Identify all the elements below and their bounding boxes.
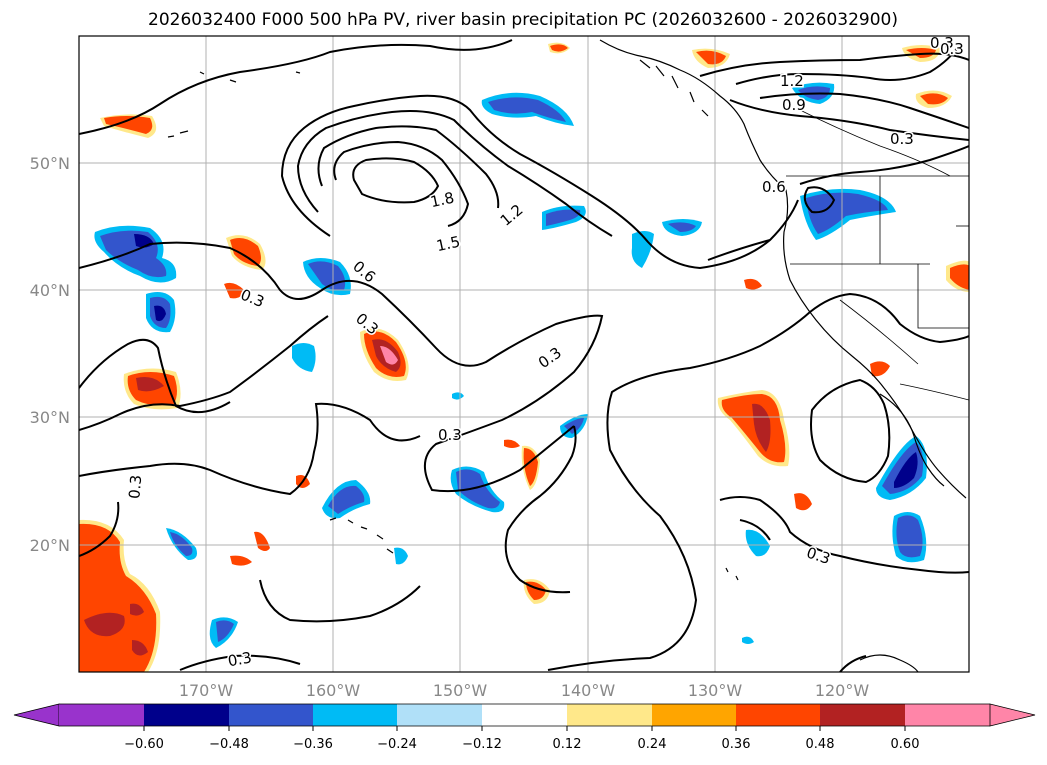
colorbar-bin	[397, 704, 482, 726]
precip-blob	[546, 209, 581, 226]
precip-blob	[132, 640, 148, 656]
precip-blob	[170, 532, 193, 556]
colorbar-label: −0.48	[209, 737, 249, 752]
precip-blob	[744, 278, 762, 290]
precip-blob	[104, 116, 153, 134]
precip-blob	[550, 44, 568, 52]
colorbar: −0.60 −0.48 −0.36 −0.24 −0.12 0.12 0.24 …	[13, 703, 1036, 752]
colorbar-bin	[820, 704, 905, 726]
figure-title: 2026032400 F000 500 hPa PV, river basin …	[148, 10, 898, 30]
contour-label: 0.3	[438, 426, 462, 444]
precip-blob	[230, 238, 261, 266]
precip-blob	[504, 439, 520, 448]
precip-blob	[230, 555, 252, 566]
colorbar-extend-min	[13, 703, 60, 727]
lat-label: 30°N	[30, 408, 70, 427]
precip-blob	[394, 547, 408, 565]
colorbar-label: 0.60	[891, 737, 920, 752]
precip-blob	[668, 222, 696, 232]
contour-label: 0.3	[890, 130, 914, 148]
precip-blob	[631, 231, 654, 268]
precip-blob	[742, 636, 754, 644]
lon-label: 140°W	[561, 681, 616, 700]
precip-blob	[920, 93, 948, 105]
colorbar-ticks	[143, 726, 906, 731]
lat-label: 40°N	[30, 281, 70, 300]
colorbar-bin	[144, 704, 229, 726]
precip-blob	[950, 264, 969, 290]
precip-blob	[794, 493, 812, 511]
precip-blob	[721, 394, 786, 463]
precip-blob	[870, 361, 890, 377]
lat-labels: 50°N 40°N 30°N 20°N	[30, 154, 70, 555]
precip-blob	[380, 346, 398, 365]
lon-label: 130°W	[688, 681, 743, 700]
precip-blob	[894, 452, 918, 488]
colorbar-label: 0.36	[722, 737, 751, 752]
precip-blob	[806, 192, 888, 234]
precip-negative	[94, 82, 927, 648]
pv-contours	[79, 39, 969, 672]
precip-blob	[328, 485, 365, 514]
precip-blob	[752, 403, 771, 452]
colorbar-label: −0.60	[124, 737, 164, 752]
contour-label: 0.6	[762, 178, 786, 196]
precip-blob	[696, 50, 726, 65]
precip-blob	[292, 343, 316, 372]
precip-blob	[896, 515, 923, 558]
colorbar-label: 0.12	[553, 737, 582, 752]
colorbar-label: 0.48	[806, 737, 835, 752]
lon-label: 160°W	[306, 681, 361, 700]
contour-label: 0.3	[125, 474, 145, 499]
colorbar-bin	[905, 704, 990, 726]
lat-label: 20°N	[30, 536, 70, 555]
contour-label: 0.3	[930, 34, 954, 52]
map-panel: 0.3 0.3 0.3 0.3 0.3 0.3 0.3 0.3 0.6 0.6 …	[78, 34, 970, 673]
lon-labels: 170°W 160°W 150°W 140°W 130°W 120°W	[179, 681, 870, 700]
precip-blob	[224, 282, 244, 299]
contour-label: 0.3	[940, 40, 964, 58]
colorbar-bin	[736, 704, 820, 726]
contour-label: 0.3	[226, 648, 253, 670]
precip-blob	[130, 603, 144, 616]
colorbar-extend-max	[989, 703, 1036, 727]
precip-blob	[136, 377, 164, 392]
map-frame	[78, 35, 970, 673]
precip-blob	[254, 531, 270, 551]
colorbar-bin	[567, 704, 652, 726]
precip-blob	[452, 392, 464, 400]
colorbar-bin	[229, 704, 313, 726]
precip-blob	[154, 305, 166, 322]
precip-blob	[745, 529, 770, 557]
precip-blob	[216, 620, 234, 642]
contour-label: 0.9	[782, 96, 806, 114]
coastlines	[167, 39, 969, 672]
colorbar-label: −0.12	[462, 737, 502, 752]
lat-label: 50°N	[30, 154, 70, 173]
precip-blob	[488, 97, 566, 122]
colorbar-bin	[313, 704, 397, 726]
colorbar-bin	[652, 704, 736, 726]
colorbar-label: 0.24	[638, 737, 667, 752]
lon-label: 170°W	[179, 681, 234, 700]
contour-label: 1.2	[780, 72, 804, 90]
colorbar-label: −0.24	[377, 737, 417, 752]
lon-label: 150°W	[433, 681, 488, 700]
colorbar-label: −0.36	[293, 737, 333, 752]
colorbar-bin	[482, 704, 567, 726]
colorbar-bin	[59, 704, 144, 726]
precip-blob	[84, 612, 125, 637]
lon-label: 120°W	[815, 681, 870, 700]
precip-blob	[456, 469, 500, 509]
